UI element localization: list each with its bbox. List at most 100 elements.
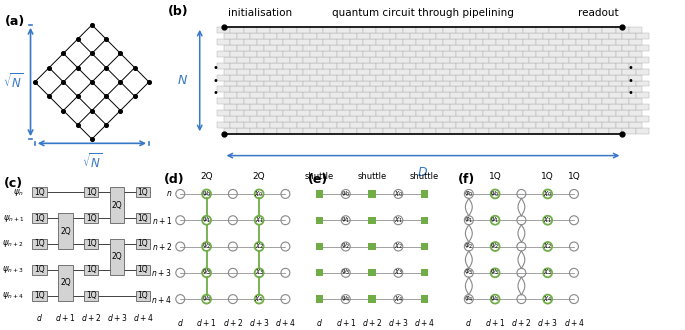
FancyBboxPatch shape bbox=[490, 45, 503, 51]
FancyBboxPatch shape bbox=[217, 86, 230, 92]
FancyBboxPatch shape bbox=[323, 110, 336, 116]
FancyBboxPatch shape bbox=[270, 98, 284, 104]
FancyBboxPatch shape bbox=[277, 104, 290, 110]
Point bbox=[72, 122, 83, 127]
FancyBboxPatch shape bbox=[257, 86, 270, 92]
FancyBboxPatch shape bbox=[576, 39, 589, 45]
FancyBboxPatch shape bbox=[397, 81, 410, 86]
FancyBboxPatch shape bbox=[483, 110, 496, 116]
Text: 1Q: 1Q bbox=[568, 172, 580, 181]
FancyBboxPatch shape bbox=[290, 57, 303, 63]
FancyBboxPatch shape bbox=[316, 128, 330, 134]
FancyBboxPatch shape bbox=[523, 27, 536, 33]
FancyBboxPatch shape bbox=[303, 128, 316, 134]
FancyBboxPatch shape bbox=[316, 116, 330, 122]
Text: $\psi_1$: $\psi_1$ bbox=[490, 215, 500, 225]
FancyBboxPatch shape bbox=[589, 110, 602, 116]
Text: $\psi_4$: $\psi_4$ bbox=[341, 294, 351, 304]
FancyBboxPatch shape bbox=[469, 39, 483, 45]
FancyBboxPatch shape bbox=[549, 75, 562, 81]
FancyBboxPatch shape bbox=[217, 39, 230, 45]
FancyBboxPatch shape bbox=[397, 33, 410, 39]
FancyBboxPatch shape bbox=[350, 86, 363, 92]
FancyBboxPatch shape bbox=[330, 128, 343, 134]
FancyBboxPatch shape bbox=[616, 27, 629, 33]
FancyBboxPatch shape bbox=[336, 63, 350, 69]
FancyBboxPatch shape bbox=[629, 110, 643, 116]
FancyBboxPatch shape bbox=[303, 33, 316, 39]
FancyBboxPatch shape bbox=[556, 57, 569, 63]
Bar bbox=[421, 216, 428, 224]
Text: 2Q: 2Q bbox=[112, 252, 123, 261]
FancyBboxPatch shape bbox=[516, 33, 530, 39]
FancyBboxPatch shape bbox=[323, 63, 336, 69]
FancyBboxPatch shape bbox=[496, 51, 510, 57]
FancyBboxPatch shape bbox=[416, 63, 429, 69]
FancyBboxPatch shape bbox=[310, 75, 323, 81]
FancyBboxPatch shape bbox=[516, 69, 530, 75]
Text: $\psi_2$: $\psi_2$ bbox=[341, 242, 350, 251]
FancyBboxPatch shape bbox=[516, 128, 530, 134]
FancyBboxPatch shape bbox=[250, 104, 264, 110]
FancyBboxPatch shape bbox=[350, 98, 363, 104]
FancyBboxPatch shape bbox=[456, 51, 469, 57]
FancyBboxPatch shape bbox=[483, 75, 496, 81]
FancyBboxPatch shape bbox=[230, 122, 244, 128]
FancyBboxPatch shape bbox=[383, 69, 397, 75]
FancyBboxPatch shape bbox=[316, 69, 330, 75]
FancyBboxPatch shape bbox=[469, 51, 483, 57]
Text: $\chi_0$: $\chi_0$ bbox=[394, 189, 403, 199]
FancyBboxPatch shape bbox=[237, 45, 250, 51]
Text: $d+4$: $d+4$ bbox=[275, 317, 296, 328]
FancyBboxPatch shape bbox=[297, 63, 310, 69]
FancyBboxPatch shape bbox=[264, 116, 277, 122]
Text: 1Q: 1Q bbox=[488, 172, 501, 181]
FancyBboxPatch shape bbox=[343, 92, 356, 98]
FancyBboxPatch shape bbox=[443, 122, 456, 128]
FancyBboxPatch shape bbox=[449, 45, 463, 51]
FancyBboxPatch shape bbox=[264, 128, 277, 134]
FancyBboxPatch shape bbox=[297, 86, 310, 92]
FancyBboxPatch shape bbox=[469, 110, 483, 116]
FancyBboxPatch shape bbox=[410, 69, 423, 75]
FancyBboxPatch shape bbox=[629, 98, 643, 104]
FancyBboxPatch shape bbox=[636, 57, 649, 63]
FancyBboxPatch shape bbox=[596, 128, 609, 134]
FancyBboxPatch shape bbox=[456, 27, 469, 33]
Point bbox=[144, 79, 155, 84]
Point bbox=[129, 65, 140, 70]
FancyBboxPatch shape bbox=[523, 110, 536, 116]
Text: $\chi_1$: $\chi_1$ bbox=[255, 215, 264, 225]
FancyBboxPatch shape bbox=[510, 39, 523, 45]
Text: $\psi_3$: $\psi_3$ bbox=[490, 268, 500, 278]
FancyBboxPatch shape bbox=[284, 98, 297, 104]
FancyBboxPatch shape bbox=[483, 98, 496, 104]
FancyBboxPatch shape bbox=[569, 69, 582, 75]
FancyBboxPatch shape bbox=[284, 122, 297, 128]
FancyBboxPatch shape bbox=[503, 57, 516, 63]
FancyBboxPatch shape bbox=[244, 98, 257, 104]
FancyBboxPatch shape bbox=[476, 116, 490, 122]
FancyBboxPatch shape bbox=[476, 69, 490, 75]
Text: 1Q: 1Q bbox=[34, 291, 45, 300]
FancyBboxPatch shape bbox=[582, 104, 596, 110]
FancyBboxPatch shape bbox=[410, 92, 423, 98]
FancyBboxPatch shape bbox=[284, 63, 297, 69]
FancyBboxPatch shape bbox=[616, 39, 629, 45]
FancyBboxPatch shape bbox=[230, 86, 244, 92]
Bar bbox=[369, 216, 375, 224]
FancyBboxPatch shape bbox=[230, 63, 244, 69]
FancyBboxPatch shape bbox=[290, 92, 303, 98]
Text: $d+3$: $d+3$ bbox=[107, 313, 127, 323]
FancyBboxPatch shape bbox=[350, 110, 363, 116]
Text: $\chi_3$: $\chi_3$ bbox=[394, 268, 403, 278]
FancyBboxPatch shape bbox=[370, 116, 383, 122]
FancyBboxPatch shape bbox=[530, 116, 543, 122]
Text: 1Q: 1Q bbox=[86, 265, 97, 274]
FancyBboxPatch shape bbox=[250, 128, 264, 134]
FancyBboxPatch shape bbox=[377, 75, 390, 81]
FancyBboxPatch shape bbox=[297, 122, 310, 128]
FancyBboxPatch shape bbox=[510, 27, 523, 33]
FancyBboxPatch shape bbox=[350, 39, 363, 45]
Text: $\chi_3$: $\chi_3$ bbox=[255, 268, 264, 278]
